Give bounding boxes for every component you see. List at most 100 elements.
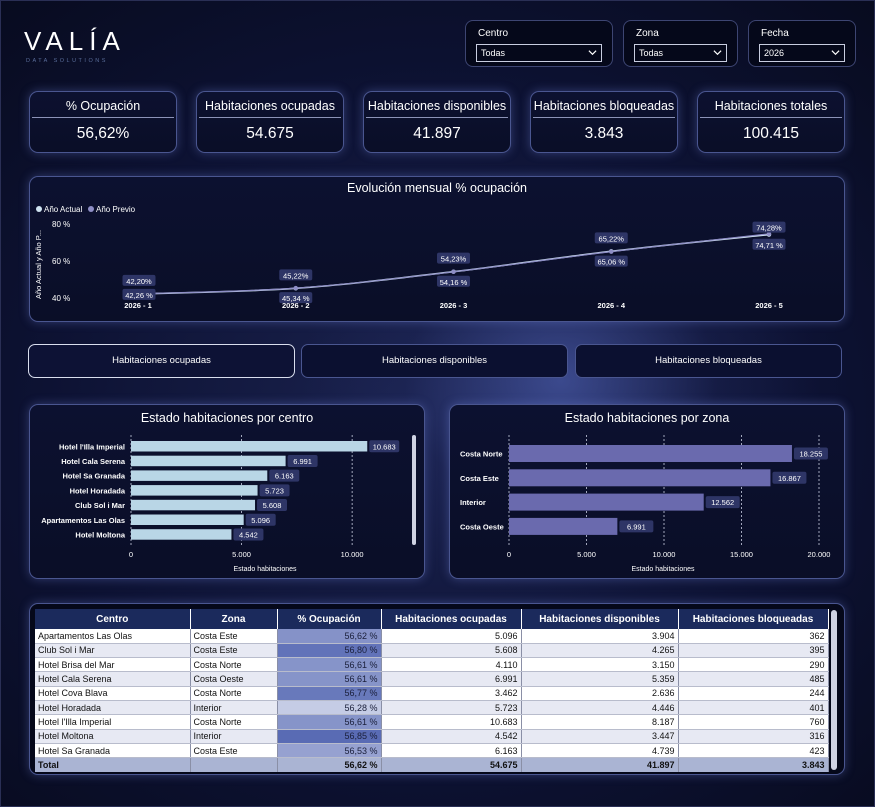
cell-ocupadas: 5.723 <box>381 700 522 716</box>
line-chart-ylabel: Año Actual y Año P... <box>34 230 43 299</box>
chevron-down-icon <box>713 50 722 56</box>
header-habitaciones-ocupadas[interactable]: Habitaciones ocupadas <box>381 609 522 629</box>
filter-fecha-select[interactable]: 2026 <box>759 44 845 62</box>
bar[interactable] <box>131 485 258 496</box>
data-point[interactable] <box>766 231 772 236</box>
bar-value-box <box>705 496 740 509</box>
bar[interactable] <box>131 514 244 526</box>
bar-value-label: 16.867 <box>772 471 807 484</box>
table-row[interactable]: Hotel Brisa del Mar Costa Norte 56,61 % 4.1… <box>35 657 829 673</box>
data-label: 42,26 % <box>122 288 156 300</box>
data-label-box <box>437 252 470 264</box>
cell-centro: Hotel Cova Blava <box>35 686 191 701</box>
y-tick-label: 60 % <box>52 257 70 266</box>
filter-fecha-value: 2026 <box>764 48 785 58</box>
header-habitaciones-bloqueadas[interactable]: Habitaciones bloqueadas <box>678 609 829 629</box>
cell-disponibles: 3.150 <box>521 657 679 673</box>
x-tick-label: 15.000 <box>730 550 753 559</box>
scrollbar[interactable] <box>412 435 416 545</box>
filter-zona-select[interactable]: Todas <box>634 44 727 62</box>
cell-centro: Hotel Horadada <box>35 700 191 716</box>
legend-previo-dot <box>88 206 94 212</box>
data-point[interactable] <box>293 285 298 291</box>
bar-value-text: 6.163 <box>275 472 294 481</box>
tab-habitaciones-ocupadas[interactable]: Habitaciones ocupadas <box>28 344 295 378</box>
kpi-title: Habitaciones totales <box>714 99 828 113</box>
table-scrollbar[interactable] <box>831 610 837 770</box>
bar[interactable] <box>131 470 268 481</box>
line-data-labels: 42,20% 45,22% 54,23% 65,22% 74,28% 42,26 % 45,… <box>122 221 786 304</box>
table-total-row: Total 56,62 % 54.675 41.897 3.843 <box>35 757 829 772</box>
bar-value-label: 12.562 <box>705 496 740 509</box>
cell-bloqueadas: 362 <box>678 629 829 644</box>
bar[interactable] <box>131 455 286 467</box>
bar-value-text: 12.562 <box>711 498 734 507</box>
data-label: 65,06 % <box>594 255 628 267</box>
data-label-box <box>279 292 313 304</box>
data-label: 54,16 % <box>437 275 470 287</box>
bar-chart-centro-card: Estado habitaciones por centro Hotel l'I… <box>29 404 425 579</box>
bar[interactable] <box>509 469 771 487</box>
bar[interactable] <box>131 529 232 540</box>
bar[interactable] <box>509 445 792 462</box>
bar-value-text: 18.255 <box>799 450 822 459</box>
category-label: Hotel Horadada <box>70 486 126 495</box>
table-row[interactable]: Hotel Sa Granada Costa Este 56,53 % 6.163 4.… <box>35 743 829 759</box>
header-habitaciones-disponibles[interactable]: Habitaciones disponibles <box>521 609 679 629</box>
bar-value-box <box>233 528 264 541</box>
cell-zona: Costa Norte <box>190 686 278 701</box>
cell-ocupacion: 56,53 % <box>277 743 382 759</box>
bar-value-text: 6.991 <box>293 457 312 466</box>
table-row[interactable]: Hotel Cala Serena Costa Oeste 56,61 % 6.991… <box>35 671 829 687</box>
bar-value-box <box>245 513 276 526</box>
bar-value-box <box>257 499 288 512</box>
x-tick-label: 5.000 <box>232 550 251 559</box>
x-axis-ticks: 2026 - 1 2026 - 2 2026 - 3 2026 - 4 2026 - 5 <box>124 301 783 310</box>
line-chart: Año Actual Año Previo Año Actual y Año P… <box>34 205 786 310</box>
data-point[interactable] <box>609 249 614 254</box>
data-point[interactable] <box>451 269 456 275</box>
table-row[interactable]: Hotel Cova Blava Costa Norte 56,77 % 3.462 2… <box>35 686 829 701</box>
kpi-habitaciones-totales: Habitaciones totales 100.415 <box>697 91 845 153</box>
tab-habitaciones-disponibles[interactable]: Habitaciones disponibles <box>301 344 568 378</box>
cell-ocupacion: 56,80 % <box>277 643 382 659</box>
table-row[interactable]: Apartamentos Las Olas Costa Este 56,62 % 5.… <box>35 629 829 644</box>
bar-value-label: 4.542 <box>233 528 264 541</box>
cell-centro: Hotel Moltona <box>35 729 191 744</box>
data-label-text: 65,22% <box>599 234 625 243</box>
filter-zona-value: Todas <box>639 48 664 58</box>
cell-ocupacion: 56,61 % <box>277 671 382 687</box>
table-row[interactable]: Hotel Horadada Interior 56,28 % 5.723 4.446 4… <box>35 700 829 716</box>
cell-centro: Club Sol i Mar <box>35 643 191 659</box>
cell-ocupadas: 5.608 <box>381 643 522 659</box>
bar-value-box <box>259 484 290 497</box>
data-label: 65,22% <box>594 232 628 244</box>
table-row[interactable]: Hotel l'Illa Imperial Costa Norte 56,61 % 1… <box>35 714 829 730</box>
bar-value-label: 10.683 <box>369 440 400 453</box>
data-label: 74,28% <box>752 221 786 233</box>
bar[interactable] <box>131 499 256 511</box>
tab-habitaciones-bloqueadas[interactable]: Habitaciones bloqueadas <box>575 344 842 378</box>
category-label: Costa Norte <box>460 450 503 459</box>
x-tick-label: 2026 - 4 <box>597 301 625 310</box>
filter-fecha-label: Fecha <box>761 28 789 39</box>
category-label: Hotel Cala Serena <box>61 457 126 466</box>
category-label: Hotel Sa Granada <box>62 472 125 481</box>
filter-centro-select[interactable]: Todas <box>476 44 602 62</box>
header-zona[interactable]: Zona <box>190 609 278 629</box>
cell-zona: Costa Este <box>190 629 278 644</box>
data-label-text: 74,28% <box>756 224 782 233</box>
data-label-box <box>122 288 156 300</box>
data-table-wrapper: Centro Zona % Ocupación Habitaciones ocu… <box>35 609 829 772</box>
table-row[interactable]: Club Sol i Mar Costa Este 56,80 % 5.608 4.26… <box>35 643 829 659</box>
table-row[interactable]: Hotel Moltona Interior 56,85 % 4.542 3.447 31… <box>35 729 829 744</box>
cell-ocupacion: 56,62 % <box>277 629 382 644</box>
bar-chart-centro: Hotel l'Illa Imperial 10.683 Hotel Cala Se… <box>41 435 416 573</box>
header-ocupacion[interactable]: % Ocupación <box>277 609 382 629</box>
bar[interactable] <box>509 493 704 511</box>
filter-centro-value: Todas <box>481 48 506 58</box>
bar[interactable] <box>131 441 368 452</box>
bar[interactable] <box>509 517 618 535</box>
header-centro[interactable]: Centro <box>35 609 191 629</box>
table-header-row: Centro Zona % Ocupación Habitaciones ocu… <box>35 609 829 629</box>
